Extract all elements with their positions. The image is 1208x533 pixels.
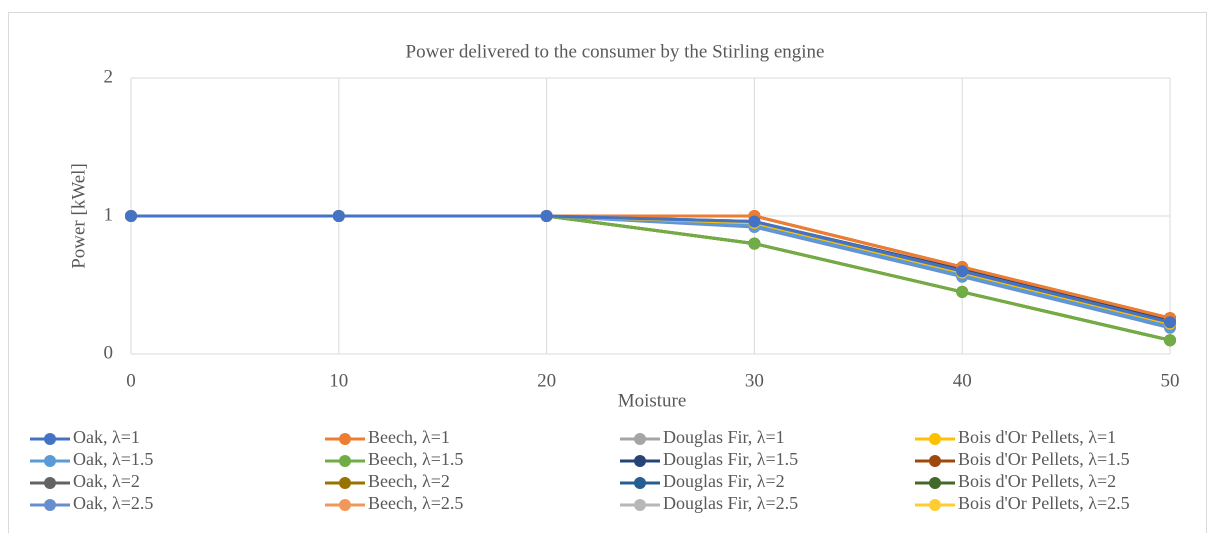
legend-label: Oak, λ=2 — [73, 471, 140, 491]
legend-marker — [339, 477, 351, 489]
legend-marker — [634, 433, 646, 445]
legend-marker — [44, 477, 56, 489]
legend-marker — [634, 499, 646, 511]
x-axis-label: Moisture — [618, 390, 687, 411]
point — [1164, 334, 1176, 347]
y-axis-label: Power [kWel] — [68, 163, 89, 269]
y-tick-label: 1 — [104, 204, 114, 225]
chart-border — [8, 12, 1207, 533]
legend-label: Oak, λ=1 — [73, 427, 140, 447]
legend-label: Bois d'Or Pellets, λ=2 — [958, 471, 1116, 491]
legend-label: Douglas Fir, λ=1 — [663, 427, 785, 447]
point — [125, 210, 137, 222]
y-tick-label: 0 — [104, 342, 114, 363]
point — [956, 265, 969, 278]
legend-label: Douglas Fir, λ=1.5 — [663, 449, 798, 469]
point — [748, 237, 761, 250]
legend-marker — [929, 477, 941, 489]
x-tick-label: 40 — [953, 370, 972, 391]
legend-marker — [929, 433, 941, 445]
legend-label: Bois d'Or Pellets, λ=2.5 — [958, 493, 1130, 513]
y-tick-label: 2 — [104, 66, 114, 87]
legend-marker — [929, 499, 941, 511]
point — [540, 210, 553, 222]
legend-marker — [44, 499, 56, 511]
legend-marker — [44, 455, 56, 467]
x-tick-label: 20 — [537, 370, 556, 391]
legend-marker — [929, 455, 941, 467]
legend-marker — [634, 455, 646, 467]
legend-marker — [44, 433, 56, 445]
legend-label: Bois d'Or Pellets, λ=1.5 — [958, 449, 1130, 469]
legend-marker — [339, 499, 351, 511]
legend-marker — [339, 455, 351, 467]
point — [332, 210, 345, 222]
legend-label: Beech, λ=2.5 — [368, 493, 463, 513]
legend-label: Douglas Fir, λ=2.5 — [663, 493, 798, 513]
legend-label: Beech, λ=2 — [368, 471, 450, 491]
point — [956, 285, 969, 298]
legend-label: Douglas Fir, λ=2 — [663, 471, 785, 491]
series-line — [131, 214, 1171, 324]
point — [748, 215, 761, 228]
legend-label: Beech, λ=1.5 — [368, 449, 463, 469]
legend-label: Oak, λ=2.5 — [73, 493, 153, 513]
legend-label: Beech, λ=1 — [368, 427, 450, 447]
x-tick-label: 0 — [126, 370, 136, 391]
x-tick-label: 30 — [745, 370, 764, 391]
legend-label: Oak, λ=1.5 — [73, 449, 153, 469]
legend-marker — [339, 433, 351, 445]
legend-label: Bois d'Or Pellets, λ=1 — [958, 427, 1116, 447]
x-tick-label: 50 — [1161, 370, 1180, 391]
x-tick-label: 10 — [329, 370, 348, 391]
chart-title: Power delivered to the consumer by the S… — [406, 41, 825, 62]
legend-marker — [634, 477, 646, 489]
point — [1164, 316, 1176, 329]
